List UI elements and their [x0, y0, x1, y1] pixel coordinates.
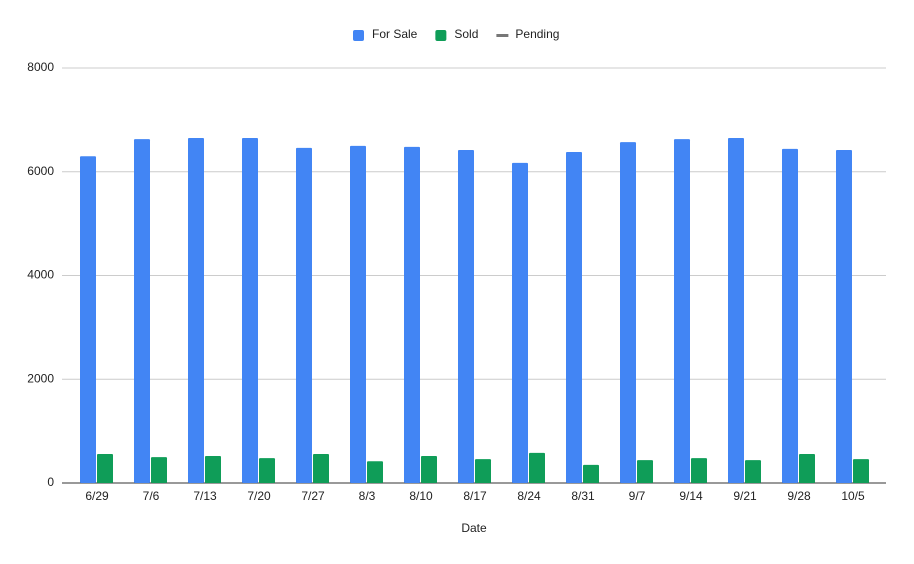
x-tick-label: 8/3 — [359, 489, 376, 503]
bar — [350, 145, 366, 483]
x-tick-label: 8/24 — [517, 489, 541, 503]
bar — [97, 453, 113, 483]
bar — [566, 152, 582, 483]
bar — [296, 147, 312, 483]
x-axis-title: Date — [461, 521, 487, 535]
bar — [745, 460, 761, 483]
legend-swatch — [353, 30, 364, 41]
x-tick-label: 7/13 — [193, 489, 217, 503]
y-tick-label: 0 — [47, 475, 54, 489]
bar — [853, 459, 869, 483]
bar — [691, 458, 707, 483]
y-tick-label: 6000 — [27, 164, 54, 178]
bar — [637, 460, 653, 483]
bar — [151, 457, 167, 483]
bar — [836, 149, 852, 483]
bar — [205, 456, 221, 483]
x-tick-label: 7/6 — [143, 489, 160, 503]
x-tick-label: 9/14 — [679, 489, 703, 503]
bar — [367, 461, 383, 483]
bar — [80, 156, 96, 483]
bar — [242, 138, 258, 483]
bar — [620, 142, 636, 483]
x-tick-label: 10/5 — [841, 489, 865, 503]
y-tick-label: 2000 — [27, 371, 54, 385]
bar — [188, 138, 204, 483]
bar — [421, 456, 437, 483]
bar — [134, 139, 150, 483]
bar — [512, 162, 528, 483]
bar — [728, 138, 744, 483]
legend-swatch — [435, 30, 447, 41]
x-tick-label: 7/27 — [301, 489, 325, 503]
y-tick-label: 4000 — [27, 268, 54, 282]
x-tick-label: 8/17 — [463, 489, 487, 503]
bar — [404, 146, 420, 483]
legend-swatch — [496, 34, 509, 37]
bar — [674, 139, 690, 483]
x-tick-label: 7/20 — [247, 489, 271, 503]
x-tick-label: 9/7 — [629, 489, 646, 503]
legend-label: For Sale — [372, 27, 418, 41]
bar — [782, 148, 798, 484]
bar — [475, 459, 491, 483]
bar — [799, 453, 815, 483]
x-tick-label: 9/21 — [733, 489, 757, 503]
legend-label: Pending — [515, 27, 559, 41]
y-tick-label: 8000 — [27, 60, 54, 74]
x-tick-label: 8/31 — [571, 489, 595, 503]
x-tick-label: 9/28 — [787, 489, 811, 503]
bar — [458, 149, 474, 483]
bar — [529, 452, 545, 483]
x-tick-label: 8/10 — [409, 489, 433, 503]
x-tick-label: 6/29 — [85, 489, 109, 503]
bar — [313, 453, 329, 483]
bar — [583, 464, 599, 483]
bar — [259, 458, 275, 483]
legend-label: Sold — [454, 27, 478, 41]
